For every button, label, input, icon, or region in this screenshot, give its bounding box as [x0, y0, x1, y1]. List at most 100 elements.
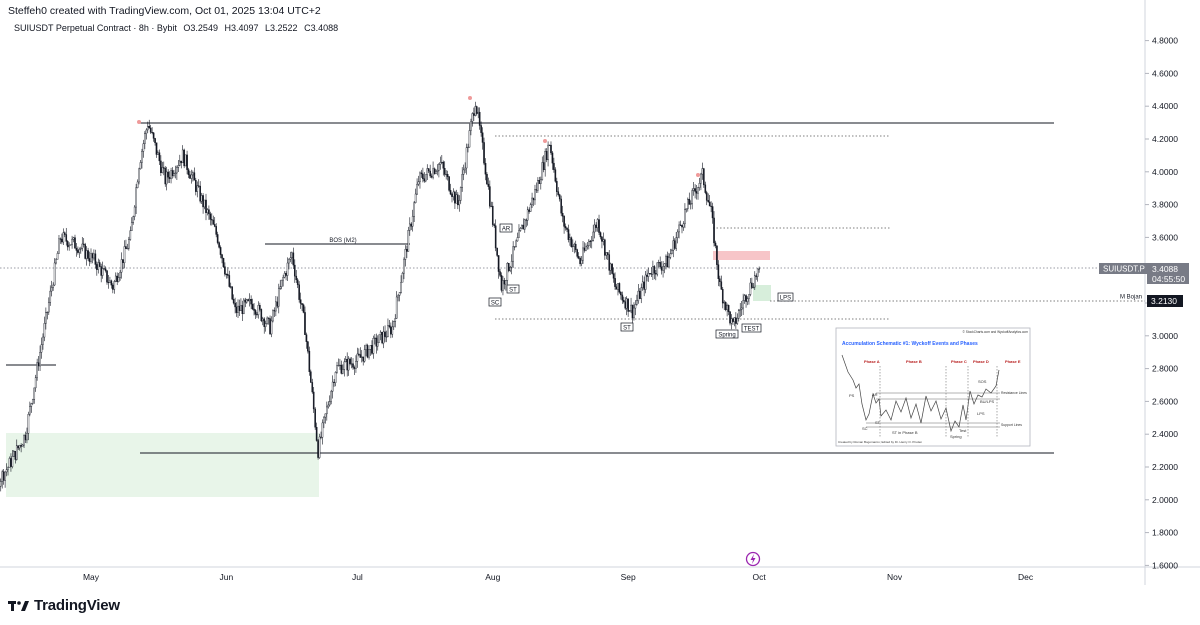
candle-body: [604, 239, 606, 256]
candle-body: [43, 323, 46, 338]
candle-body: [646, 274, 648, 277]
candle-body: [740, 307, 743, 310]
candle-body: [17, 445, 20, 449]
candle-body: [654, 273, 657, 275]
candle-body: [215, 226, 217, 235]
label-test[interactable]: TEST: [741, 323, 762, 333]
candle-body: [247, 299, 250, 301]
candle-body: [280, 279, 283, 287]
candle-body: [293, 264, 296, 277]
candle-body: [461, 174, 463, 188]
lightning-icon[interactable]: [745, 551, 761, 567]
candle-body: [336, 365, 338, 373]
symbol-legend[interactable]: SUIUSDT Perpetual Contract · 8h · Bybit …: [14, 23, 342, 33]
candle-body: [33, 387, 36, 400]
candle-body: [574, 243, 577, 250]
candle-body: [197, 185, 200, 187]
candle-body: [538, 180, 541, 184]
label-st-1[interactable]: ST: [506, 284, 520, 294]
candle-body: [107, 281, 110, 283]
candle-body: [473, 113, 475, 116]
label-ar[interactable]: AR: [499, 223, 513, 233]
swing-high-marker: [696, 173, 700, 177]
candle-body: [422, 173, 424, 179]
candle-body: [177, 165, 180, 168]
candle-body: [436, 170, 439, 172]
label-spring[interactable]: Spring: [715, 329, 739, 339]
candle-body: [270, 320, 273, 335]
candle-body: [205, 199, 207, 214]
candle-body: [417, 181, 420, 185]
candle-body: [443, 168, 446, 175]
inset-phase-e: Phase E: [1005, 359, 1021, 364]
candle-body: [266, 317, 268, 324]
candle-body: [595, 224, 597, 228]
price-tick-label: 2.4000: [1152, 429, 1178, 439]
candle-body: [449, 190, 452, 195]
candle-body: [180, 160, 183, 164]
candle-body: [721, 289, 724, 304]
candle-body: [512, 246, 514, 262]
candle-body: [279, 286, 282, 289]
candle-body: [617, 283, 619, 290]
candle-body: [320, 436, 322, 438]
candle-body: [97, 262, 100, 270]
label-lps[interactable]: LPS: [777, 292, 794, 302]
time-tick-label: Jul: [352, 572, 363, 582]
candle-body: [46, 311, 49, 313]
candle-body: [442, 161, 445, 169]
candle-body: [462, 169, 465, 175]
candle-body: [515, 240, 517, 248]
candle-body: [305, 334, 308, 342]
candle-body: [687, 198, 689, 209]
candle-body: [606, 252, 609, 255]
candle-body: [358, 353, 360, 355]
candle-body: [659, 262, 661, 268]
candle-body: [414, 193, 417, 203]
candle-body: [106, 270, 108, 283]
candle-body: [59, 238, 62, 240]
candle-body: [711, 206, 714, 219]
candle-body: [344, 358, 347, 363]
candle-body: [395, 296, 398, 319]
candle-body: [296, 279, 299, 285]
candle-body: [20, 445, 22, 447]
symbol-name[interactable]: SUIUSDT Perpetual Contract · 8h · Bybit: [14, 23, 177, 33]
candle-body: [732, 318, 734, 322]
candle-body: [371, 345, 373, 354]
candle-body: [529, 204, 532, 212]
svg-text:3.4088: 3.4088: [1152, 264, 1178, 274]
time-tick-label: Jun: [220, 572, 234, 582]
ohlc-high: H3.4097: [224, 23, 259, 33]
candle-body: [416, 183, 418, 195]
candle-body: [277, 288, 280, 307]
candle-body: [668, 257, 670, 268]
candle-body: [149, 127, 152, 133]
candle-body: [136, 181, 139, 188]
svg-text:ST in Phase B: ST in Phase B: [892, 430, 918, 435]
candle-body: [676, 231, 679, 238]
candle-body: [352, 363, 354, 368]
candle-body: [662, 266, 664, 271]
candle-body: [314, 408, 316, 428]
candle-body: [490, 205, 493, 207]
candle-body: [435, 171, 437, 174]
candle-body: [302, 304, 305, 313]
candle-body: [666, 255, 669, 268]
candle-body: [570, 237, 573, 248]
candle-body: [727, 305, 730, 312]
candle-body: [334, 372, 337, 383]
candle-body: [459, 187, 462, 201]
candle-body: [408, 223, 411, 231]
candle-body: [426, 168, 429, 175]
time-axis[interactable]: May Jun Jul Aug Sep Oct Nov Dec: [83, 572, 1034, 582]
candle-body: [542, 162, 545, 170]
label-sc[interactable]: SC: [488, 297, 502, 307]
candle-body: [630, 304, 632, 311]
candle-body: [288, 258, 290, 264]
candle-body: [170, 170, 172, 179]
label-st-2[interactable]: ST: [620, 322, 634, 332]
candle-body: [123, 246, 126, 264]
candle-body: [78, 249, 81, 253]
